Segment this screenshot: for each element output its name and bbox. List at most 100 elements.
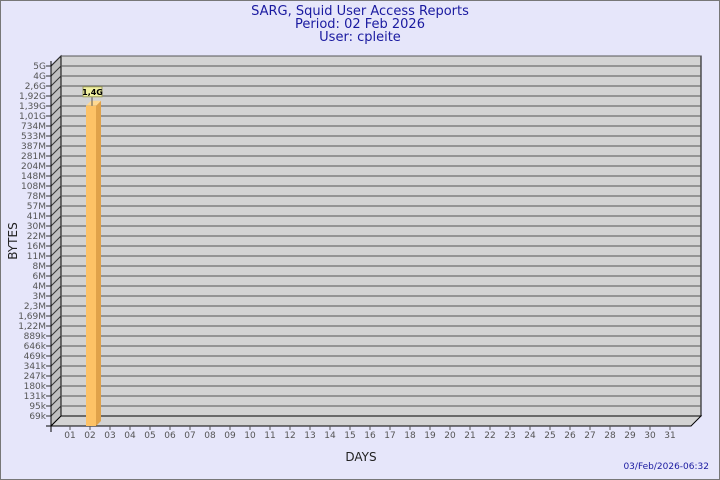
y-tick-label: 30M — [27, 222, 46, 232]
x-tick-label: 09 — [224, 431, 236, 441]
side-gridline — [50, 235, 62, 247]
x-tick-label: 27 — [584, 431, 595, 441]
side-gridline — [50, 155, 62, 167]
side-gridline — [50, 265, 62, 277]
x-tick-label: 26 — [564, 431, 576, 441]
side-gridline — [50, 305, 62, 317]
x-tick-label: 16 — [364, 431, 376, 441]
x-tick-label: 24 — [524, 431, 536, 441]
y-tick-label: 889k — [24, 332, 47, 342]
data-label-box — [82, 86, 103, 98]
y-tick-label: 2,3M — [24, 302, 46, 312]
side-gridline — [50, 245, 62, 257]
x-tick-label: 19 — [424, 431, 436, 441]
side-gridline — [50, 75, 62, 87]
side-gridline — [50, 175, 62, 187]
y-tick-label: 22M — [27, 232, 46, 242]
y-tick-label: 1,22M — [18, 322, 46, 332]
side-gridline — [50, 385, 62, 397]
x-tick-label: 22 — [484, 431, 495, 441]
side-gridline — [50, 185, 62, 197]
y-tick-label: 8M — [33, 262, 47, 272]
side-gridline — [50, 105, 62, 117]
x-tick-label: 21 — [464, 431, 475, 441]
side-gridline — [50, 195, 62, 207]
side-gridline — [50, 345, 62, 357]
x-tick-label: 13 — [304, 431, 315, 441]
y-tick-label: 41M — [27, 212, 46, 222]
x-tick-label: 20 — [444, 431, 456, 441]
y-axis-label: BYTES — [6, 222, 20, 259]
side-gridline — [50, 395, 62, 407]
side-gridline — [50, 325, 62, 337]
side-gridline — [50, 85, 62, 97]
y-tick-label: 69k — [29, 412, 46, 422]
x-tick-label: 02 — [84, 431, 95, 441]
x-tick-label: 11 — [264, 431, 275, 441]
side-gridline — [50, 215, 62, 227]
y-tick-label: 1,39G — [19, 102, 46, 112]
y-tick-label: 180k — [24, 382, 47, 392]
side-gridline — [50, 125, 62, 137]
y-tick-label: 646k — [24, 342, 47, 352]
side-gridline — [50, 375, 62, 387]
x-tick-label: 08 — [204, 431, 216, 441]
x-tick-label: 14 — [324, 431, 336, 441]
x-tick-label: 15 — [344, 431, 355, 441]
y-tick-label: 78M — [27, 192, 46, 202]
x-tick-label: 06 — [164, 431, 176, 441]
bar-side-02 — [96, 100, 101, 427]
x-tick-label: 10 — [244, 431, 256, 441]
y-tick-label: 4G — [33, 72, 46, 82]
side-gridline — [50, 225, 62, 237]
side-gridline — [50, 165, 62, 177]
y-tick-label: 148M — [21, 172, 46, 182]
y-tick-label: 387M — [21, 142, 46, 152]
y-tick-label: 6M — [33, 272, 47, 282]
x-tick-label: 07 — [184, 431, 195, 441]
y-tick-label: 95k — [29, 402, 46, 412]
y-tick-label: 533M — [21, 132, 46, 142]
side-gridline — [50, 405, 62, 417]
y-tick-label: 57M — [27, 202, 46, 212]
x-tick-label: 28 — [604, 431, 616, 441]
y-tick-label: 281M — [21, 152, 46, 162]
data-label: 1,4G — [82, 88, 103, 97]
x-tick-label: 23 — [504, 431, 515, 441]
side-gridline — [50, 115, 62, 127]
y-tick-label: 4M — [33, 282, 47, 292]
side-gridline — [50, 95, 62, 107]
y-tick-label: 734M — [21, 122, 46, 132]
side-gridline — [50, 335, 62, 347]
plot-floor — [49, 415, 703, 427]
y-tick-label: 3M — [33, 292, 47, 302]
side-gridline — [50, 65, 62, 77]
chart-period: Period: 02 Feb 2026 — [295, 17, 425, 32]
x-tick-label: 04 — [124, 431, 136, 441]
y-tick-label: 131k — [24, 392, 47, 402]
side-gridline — [50, 275, 62, 287]
y-tick-label: 11M — [27, 252, 46, 262]
x-tick-label: 03 — [104, 431, 115, 441]
x-tick-label: 31 — [664, 431, 675, 441]
side-gridline — [50, 355, 62, 367]
y-tick-label: 1,92G — [19, 92, 46, 102]
y-tick-label: 341k — [24, 362, 47, 372]
side-gridline — [50, 315, 62, 327]
y-tick-label: 204M — [21, 162, 46, 172]
side-gridline — [50, 285, 62, 297]
y-tick-label: 108M — [21, 182, 46, 192]
side-gridline — [50, 255, 62, 267]
side-gridline — [50, 135, 62, 147]
y-tick-label: 247k — [24, 372, 47, 382]
chart-title: SARG, Squid User Access Reports — [251, 4, 469, 19]
x-tick-label: 18 — [404, 431, 416, 441]
side-gridline — [50, 145, 62, 157]
timestamp: 03/Feb/2026-06:32 — [623, 462, 709, 472]
bar-02 — [86, 105, 96, 427]
y-tick-label: 1,69M — [18, 312, 46, 322]
x-tick-label: 05 — [144, 431, 155, 441]
x-tick-label: 17 — [384, 431, 395, 441]
